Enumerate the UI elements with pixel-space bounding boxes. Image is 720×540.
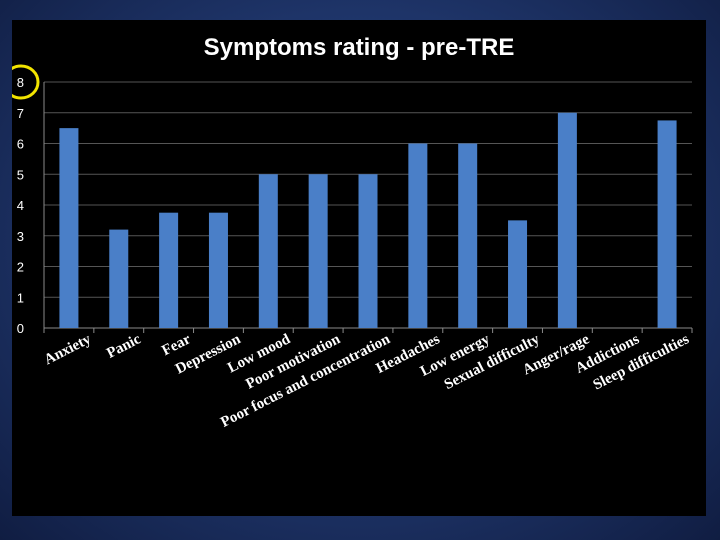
x-tick-label: Panic xyxy=(104,331,143,362)
y-tick-label: 5 xyxy=(17,167,24,182)
y-tick-label: 1 xyxy=(17,290,24,305)
bar-depression xyxy=(208,212,228,328)
y-tick-label: 7 xyxy=(17,106,24,121)
bar-poor-focus-and-concentration xyxy=(358,174,378,328)
bar-fear xyxy=(159,212,179,328)
y-tick-label: 4 xyxy=(17,198,24,213)
bar-low-energy xyxy=(458,143,478,328)
bar-anxiety xyxy=(59,128,79,328)
bar-panic xyxy=(109,229,129,328)
highlight-circle xyxy=(12,64,40,100)
y-tick-label: 6 xyxy=(17,137,24,152)
y-tick-label: 8 xyxy=(17,75,24,90)
x-tick-label: Anxiety xyxy=(42,331,94,368)
bar-sleep-difficulties xyxy=(657,120,677,328)
y-axis-ticks: 0 1 2 3 4 5 6 7 8 xyxy=(17,75,24,336)
bar-headaches xyxy=(408,143,428,328)
bars xyxy=(59,112,677,328)
bar-poor-motivation xyxy=(308,174,328,328)
bar-anger-rage xyxy=(557,112,577,328)
highlight-annotation xyxy=(12,64,40,100)
chart-title: Symptoms rating - pre-TRE xyxy=(203,34,515,61)
slide-panel: Symptoms rating - pre-TRE 0 1 2 3 4 5 6 7 8 Anxi… xyxy=(12,20,706,516)
y-tick-label: 3 xyxy=(17,229,24,244)
y-tick-label: 0 xyxy=(17,321,24,336)
y-tick-label: 2 xyxy=(17,260,24,275)
bar-sexual-difficulty xyxy=(508,220,528,328)
bar-low-mood xyxy=(258,174,278,328)
